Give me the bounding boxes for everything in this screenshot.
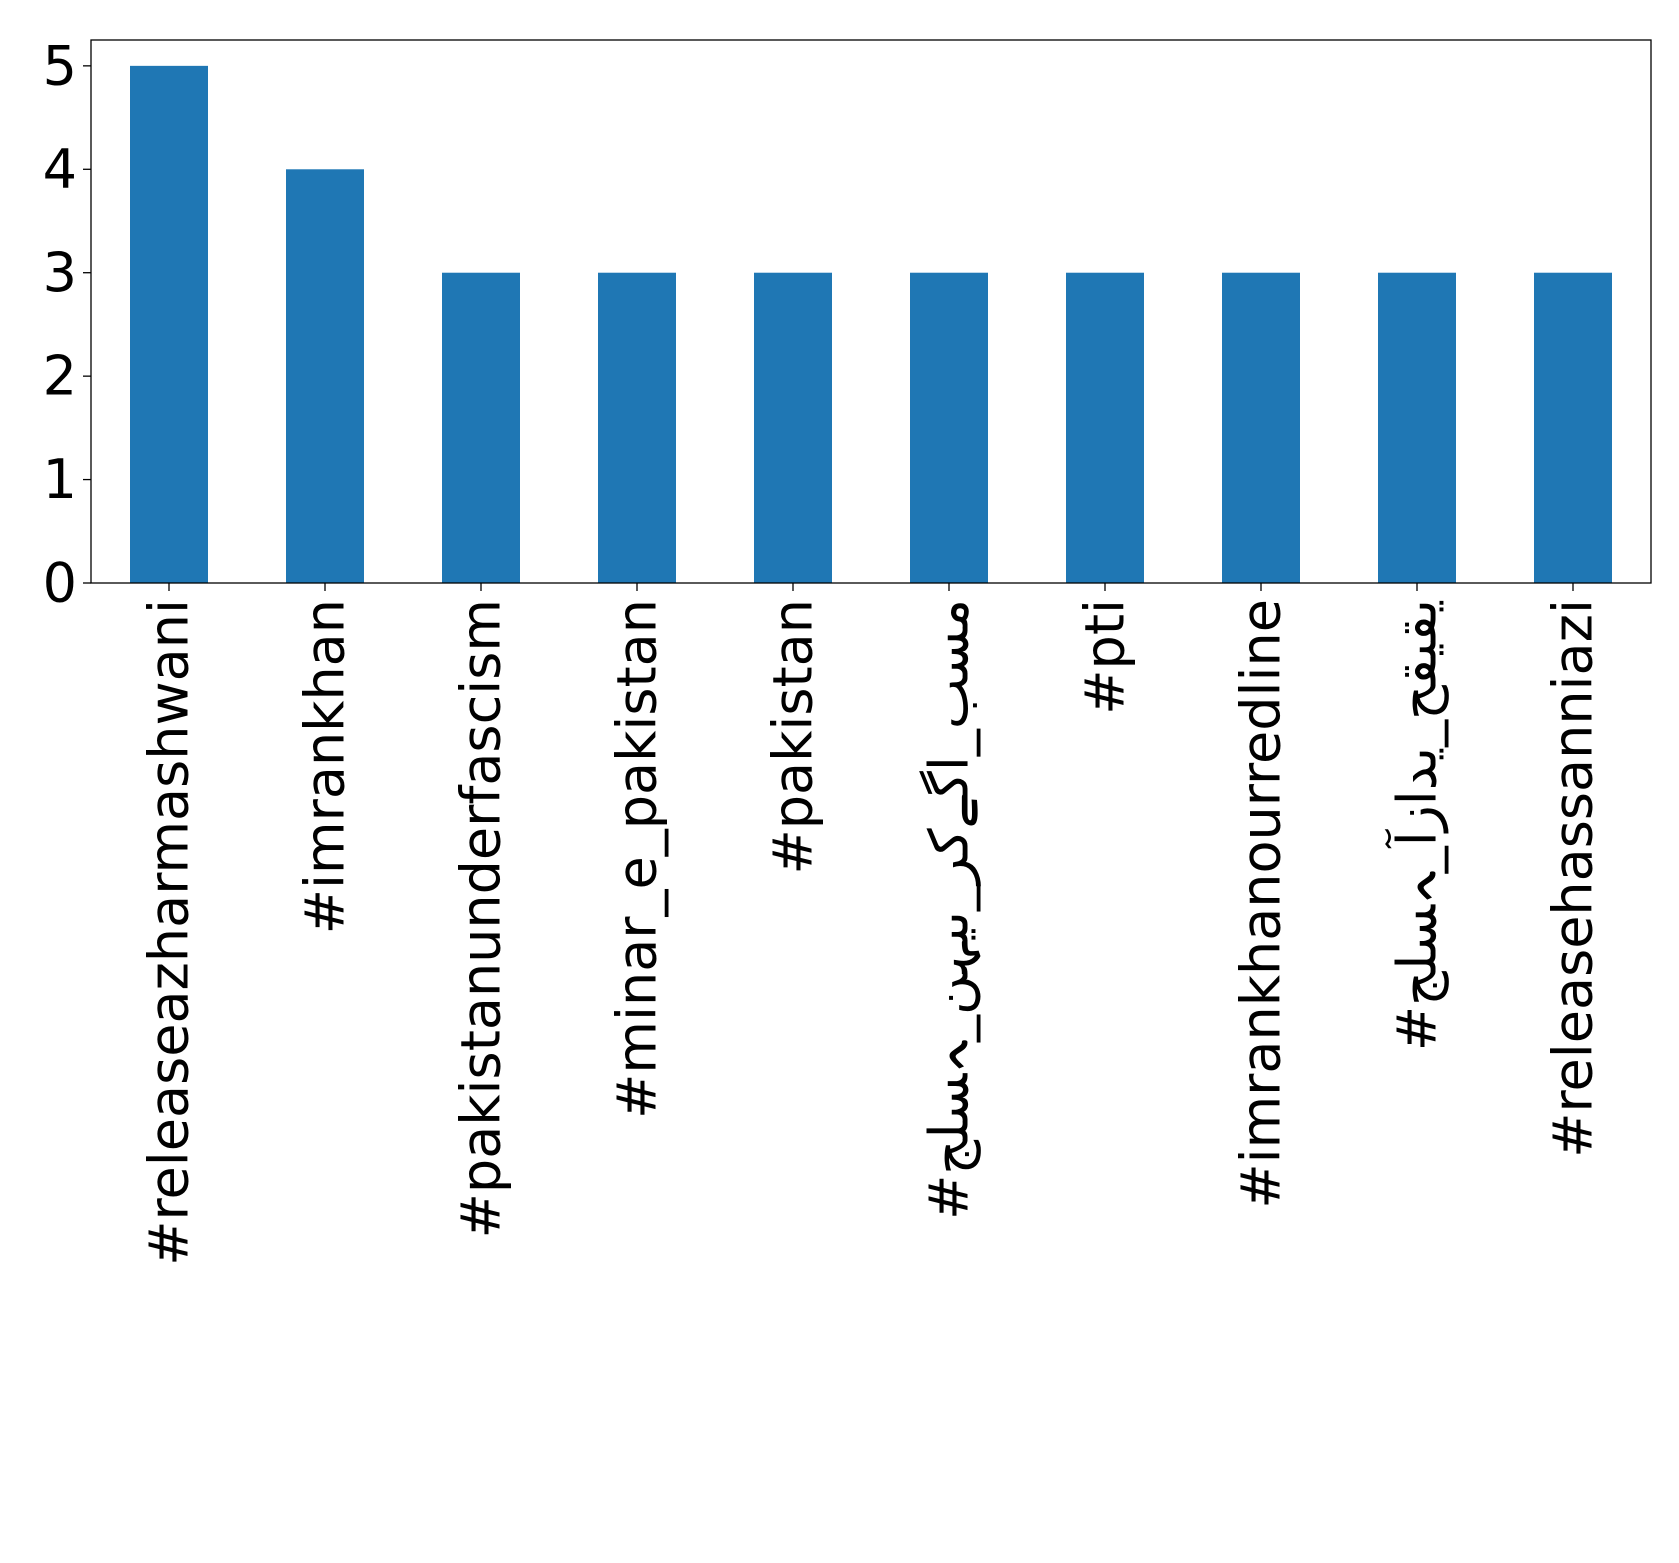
x-axis: #releaseazharmashwani #imrankhan #pakistan… (138, 583, 1605, 1266)
x-tick-label-4: #pakistan (762, 599, 825, 875)
y-tick-label-4: 4 (43, 138, 77, 201)
x-tick-label-6: #pti (1074, 599, 1137, 715)
bar-7 (1222, 272, 1300, 583)
bar-9 (1534, 272, 1612, 583)
bar-8 (1378, 272, 1456, 583)
x-tick-label-1: #imrankhan (294, 599, 357, 934)
bar-3 (598, 272, 676, 583)
y-tick-label-2: 2 (43, 345, 77, 408)
x-tick-label-2: #pakistanunderfascism (450, 599, 513, 1238)
x-tick-label-8: #جلسہ_آزادی_حقیقی (1385, 599, 1450, 1051)
y-tick-label-0: 0 (43, 552, 77, 615)
bar-4 (754, 272, 832, 583)
x-tick-label-0: #releaseazharmashwani (138, 599, 201, 1266)
bars-group (130, 65, 1612, 584)
plot-frame (90, 39, 1652, 584)
y-tick-label-5: 5 (43, 34, 77, 97)
x-tick-label-3: #minar_e_pakistan (606, 599, 669, 1119)
y-axis: 0 1 2 3 4 5 (43, 34, 91, 615)
x-tick-label-9: #releasehassanniazi (1542, 599, 1605, 1158)
y-tick-label-3: 3 (43, 241, 77, 304)
bar-5 (910, 272, 988, 583)
bar-1 (286, 169, 364, 584)
bar-6 (1066, 272, 1144, 583)
bar-0 (130, 65, 208, 584)
bar-2 (442, 272, 520, 583)
x-tick-label-7: #imrankhanourredline (1230, 599, 1293, 1209)
y-tick-label-1: 1 (43, 448, 77, 511)
x-tick-label-5: #جلسہ_نہیں_رکےگا_بسم (918, 599, 982, 1220)
